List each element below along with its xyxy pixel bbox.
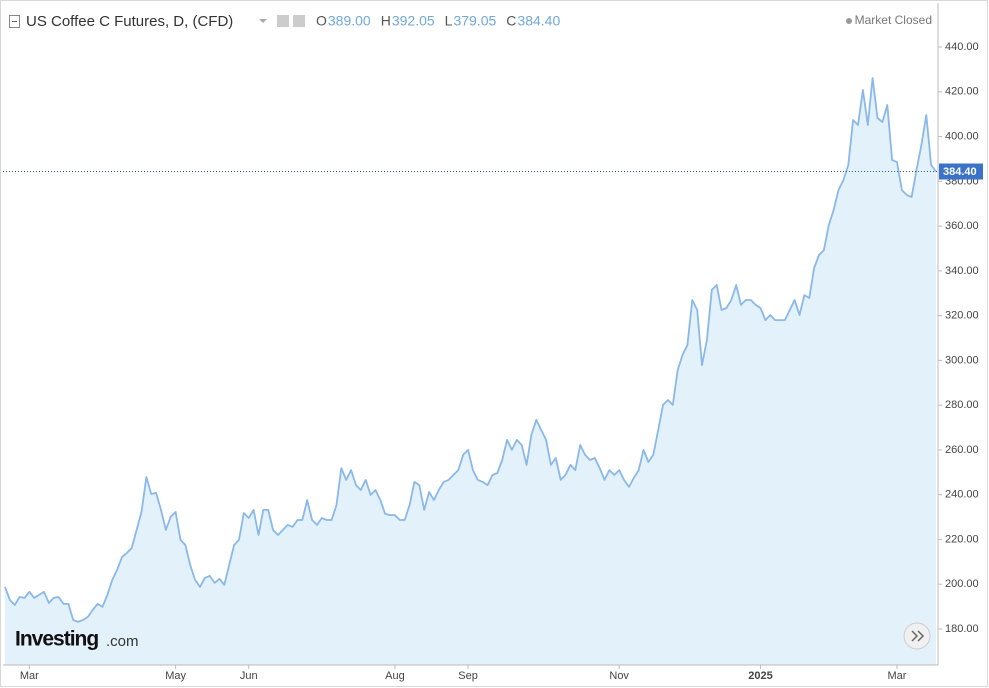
x-tick-label: Nov — [609, 670, 629, 682]
y-tick-label: 220.00 — [945, 533, 979, 545]
last-price-label: 384.40 — [943, 166, 977, 178]
logo-brand: Investing — [15, 628, 98, 651]
price-line — [4, 77, 937, 623]
ohlc-value: 392.05 — [392, 13, 435, 29]
ohlc-key: H — [381, 13, 391, 29]
header: US Coffee C Futures, D, (CFD) O 389.00 H 39… — [9, 13, 932, 30]
y-tick-label: 440.00 — [945, 41, 979, 53]
dropdown-icon[interactable] — [259, 19, 267, 23]
last-price-box — [939, 163, 983, 180]
logo: Investing .com — [15, 628, 139, 651]
scroll-button-arrows — [911, 630, 925, 642]
y-tick-label: 240.00 — [945, 489, 979, 501]
chart-title: US Coffee C Futures, D, (CFD) — [26, 13, 233, 30]
x-tick-label: Mar — [20, 670, 39, 682]
y-tick-label: 360.00 — [945, 220, 979, 232]
ohlc-value: 384.40 — [517, 13, 560, 29]
x-tick-label: Aug — [385, 670, 405, 682]
ohlc-key: O — [316, 13, 327, 29]
y-tick-label: 280.00 — [945, 399, 979, 411]
y-tick-label: 420.00 — [945, 86, 979, 98]
market-status: Market Closed — [855, 13, 932, 27]
status-dot — [846, 18, 852, 24]
y-tick-label: 260.00 — [945, 444, 979, 456]
x-tick-label: Jun — [240, 670, 258, 682]
y-tick-label: 400.00 — [945, 131, 979, 143]
ohlc-value: 389.00 — [328, 13, 371, 29]
y-tick-label: 200.00 — [945, 578, 979, 590]
logo-suffix: .com — [106, 633, 139, 650]
scroll-button[interactable] — [903, 622, 931, 650]
ohlc-value: 379.05 — [453, 13, 496, 29]
y-tick-label: 180.00 — [945, 623, 979, 635]
area-fill — [5, 78, 936, 665]
ohlc-key: L — [445, 13, 453, 29]
ohlc-key: C — [506, 13, 516, 29]
y-tick-label: 320.00 — [945, 310, 979, 322]
y-tick-label: 300.00 — [945, 354, 979, 366]
visibility-icon[interactable] — [277, 15, 289, 27]
x-tick-label: May — [165, 670, 186, 682]
plot-area — [4, 77, 937, 665]
x-tick-label: 2025 — [748, 670, 772, 682]
settings-icon[interactable] — [293, 15, 305, 27]
ohlc-values: O 389.00 H 392.05 L 379.05 C 384.40 — [316, 13, 560, 29]
x-tick-label: Mar — [888, 670, 907, 682]
y-tick-label: 340.00 — [945, 265, 979, 277]
x-tick-label: Sep — [458, 670, 478, 682]
